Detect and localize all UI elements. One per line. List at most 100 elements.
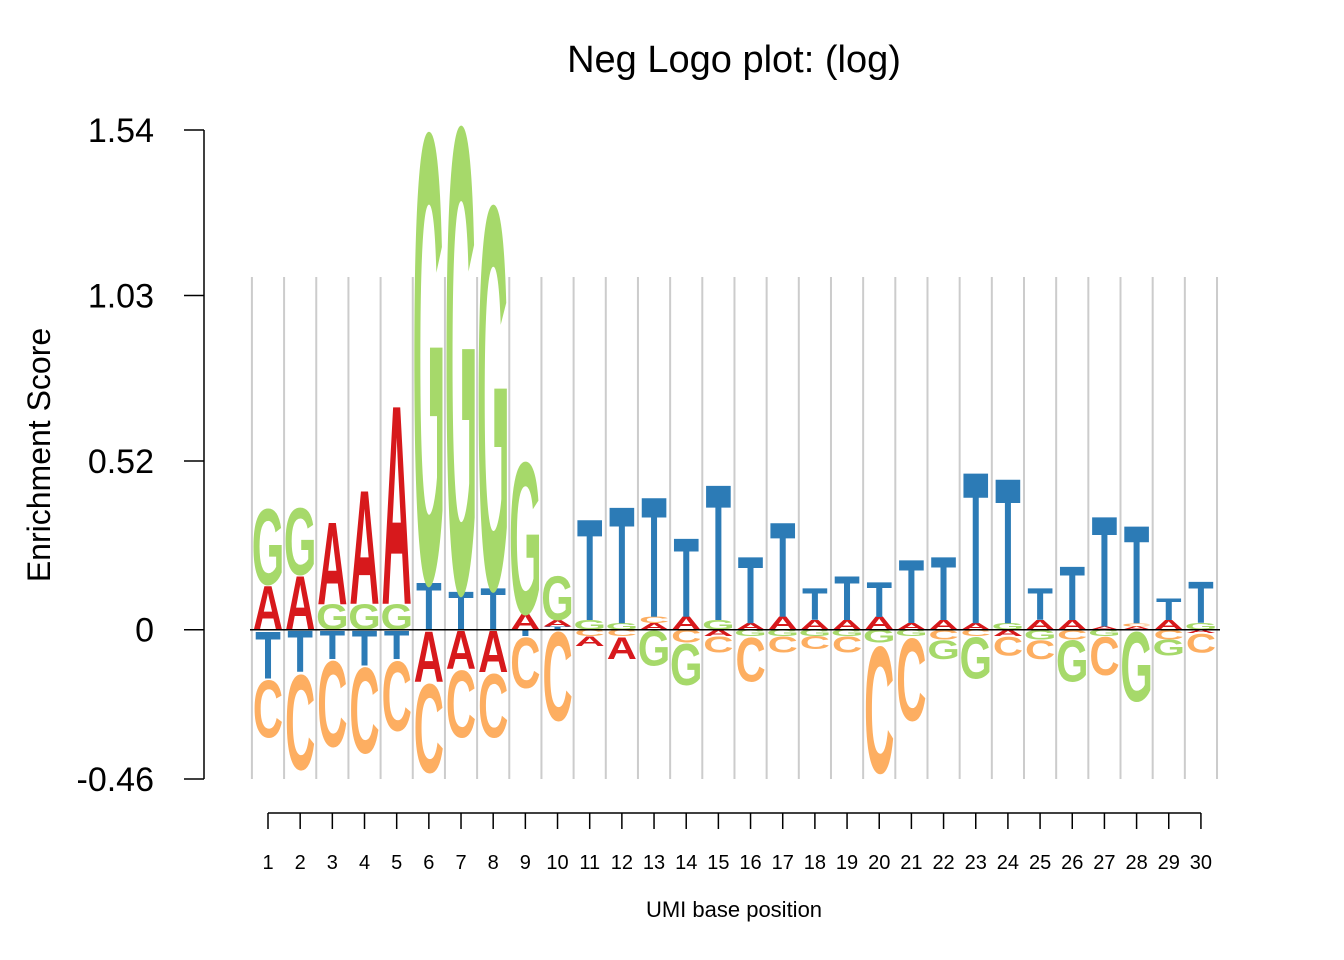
letter-glyph: T [706,443,732,661]
letter-glyph: A [1089,626,1119,631]
letter-glyph: T [545,626,571,631]
letter-glyph: C [1121,623,1151,628]
logo-letter-A: A [1025,617,1055,632]
logo-letter-A: A [703,628,733,638]
letter-glyph: A [349,457,379,639]
logo-letter-G: G [799,628,832,638]
logo-letter-C: C [1186,629,1216,659]
logo-letter-C: C [542,606,572,748]
logo-letter-T: T [1027,580,1053,630]
letter-glyph: A [639,622,669,632]
logo-letter-G: G [1185,622,1218,632]
y-tick-label: 1.03 [88,277,154,315]
logo-letter-G: G [863,626,896,646]
logo-letter-A: A [317,497,347,629]
letter-glyph: A [446,620,476,681]
x-axis: 1 2 3 4 5 6 7 8 9 10 11 12 13 14 15 16 17 18 19 20 21 22 23 24 2… [262,812,1212,874]
logo-letter-T: T [802,580,828,630]
letter-glyph: T [931,538,957,639]
letter-glyph: G [1120,612,1153,723]
logo-letter-G: G [927,635,960,665]
letter-glyph: A [1121,626,1151,631]
logo-letter-T: T [448,582,474,643]
logo-letter-C: C [1121,623,1151,628]
letter-glyph: G [1056,629,1088,695]
logo-letter-T: T [1124,496,1150,653]
letter-glyph: C [1154,627,1184,642]
letter-glyph: C [800,633,830,653]
letter-glyph: G [863,626,896,646]
letter-glyph: T [1124,496,1150,653]
logo-letter-T: T [995,435,1021,668]
y-tick-label: -0.46 [77,761,155,799]
x-tick-label: 29 [1158,852,1180,874]
x-tick-label: 20 [868,852,890,874]
x-tick-label: 17 [772,852,794,874]
letter-glyph: C [446,650,476,757]
letter-glyph: T [866,571,892,627]
letter-glyph: G [992,622,1025,632]
logo-letter-A: A [961,622,991,632]
letter-glyph: C [896,614,926,746]
logo-letter-C: C [1154,627,1184,642]
letter-glyph: T [1188,570,1214,636]
logo-letter-A: A [768,613,798,633]
logo-letter-A: A [800,617,830,632]
logo-letter-C: C [414,658,444,800]
logo-letter-G: G [252,487,285,608]
x-tick-label: 13 [643,852,665,874]
logo-letter-A: A [1186,629,1216,634]
letter-glyph: A [671,613,701,633]
logo-letter-C: C [1025,635,1055,665]
x-tick-label: 9 [520,852,531,874]
logo-letter-A: A [510,610,540,635]
letter-glyph: G [831,628,864,638]
logo-letter-C: C [382,642,412,753]
logo-letter-C: C [993,632,1023,662]
logo-letter-A: A [446,620,476,681]
x-tick-label: 10 [546,852,568,874]
letter-glyph: G [1153,636,1186,661]
x-tick-label: 30 [1190,852,1212,874]
x-tick-label: 8 [488,852,499,874]
x-tick-label: 25 [1029,852,1051,874]
letter-glyph: A [285,561,315,647]
logo-letter-G: G [992,622,1025,632]
letter-glyph: A [1025,617,1055,632]
logo-letter-A: A [253,573,283,644]
x-tick-label: 24 [997,852,1019,874]
x-tick-label: 12 [611,852,633,874]
letter-glyph: C [1089,627,1119,688]
logo-letter-C: C [703,633,733,658]
logo-letter-T: T [1156,591,1182,627]
logo-letter-A: A [896,622,926,632]
y-axis: 1.54 1.03 0.52 0 -0.46 [77,112,205,799]
y-axis-label: Enrichment Score [21,328,57,582]
logo-letter-A: A [639,622,669,632]
logo-letter-G: G [1024,627,1057,642]
x-tick-label: 28 [1125,852,1147,874]
logo-letter-C: C [961,628,991,638]
logo-letter-G: G [766,628,799,638]
letter-glyph: C [382,642,412,753]
x-tick-label: 6 [423,852,434,874]
logo-letter-A: A [671,613,701,633]
x-tick-label: 21 [900,852,922,874]
logo-letter-C: C [607,628,637,638]
x-tick-label: 11 [579,852,600,874]
letter-glyph: G [734,628,767,638]
letter-glyph: C [1057,627,1087,642]
letter-glyph: A [896,622,926,632]
letter-glyph: A [1186,629,1216,634]
logo-letter-T: T [1059,552,1085,638]
letter-glyph: G [895,628,928,638]
letter-glyph: C [317,637,347,774]
logo-letter-G: G [670,632,702,698]
logo-letter-C: C [478,655,508,756]
logo-letter-T: T [416,568,442,644]
letter-glyph: A [317,497,347,629]
logo-letter-A: A [607,630,637,666]
logo-letter-G: G [445,0,478,733]
logo-letter-T: T [899,541,925,642]
